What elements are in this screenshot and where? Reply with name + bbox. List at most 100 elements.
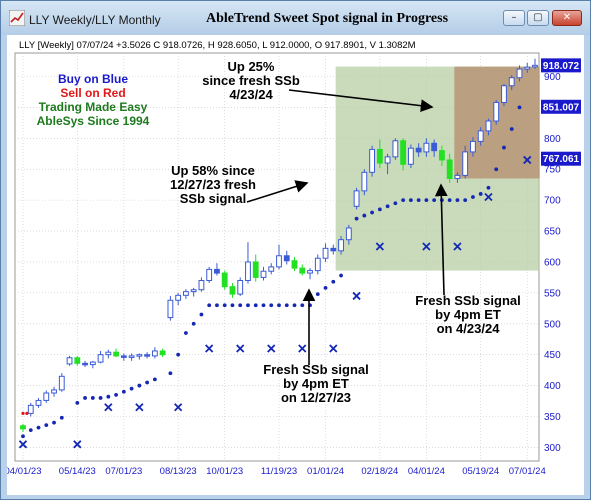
stop-dot bbox=[486, 185, 491, 190]
candle-body bbox=[423, 142, 430, 153]
candle-body bbox=[43, 392, 50, 401]
cross-marker bbox=[329, 344, 338, 353]
stop-dot bbox=[455, 198, 460, 203]
stop-dot bbox=[137, 383, 142, 388]
price-labels: 918.072 851.007 767.061 bbox=[541, 58, 581, 166]
y-tick-label: 750 bbox=[544, 165, 561, 176]
candle-body bbox=[66, 357, 73, 365]
candle-body bbox=[307, 270, 313, 274]
candle-body bbox=[58, 375, 65, 391]
stop-dot bbox=[432, 198, 437, 203]
stop-dot bbox=[323, 286, 328, 290]
trailing-stop-dots bbox=[21, 105, 522, 439]
candle-body bbox=[113, 351, 119, 357]
candle-body bbox=[345, 227, 352, 241]
candle-body bbox=[338, 239, 344, 252]
candle-body bbox=[20, 425, 26, 430]
y-tick-label: 500 bbox=[544, 319, 561, 330]
stop-dot bbox=[184, 331, 188, 335]
candle-body bbox=[151, 350, 158, 357]
candle-body bbox=[167, 299, 174, 319]
y-tick-label: 800 bbox=[544, 134, 561, 145]
svg-text:4/23/24: 4/23/24 bbox=[229, 87, 273, 102]
price-chart: 300350400450500550600650700750800850900 … bbox=[5, 35, 584, 495]
candle-body bbox=[400, 140, 407, 165]
cross-marker bbox=[205, 344, 214, 353]
cross-marker bbox=[453, 242, 462, 251]
window-tab-title: LLY Weekly/LLY Monthly bbox=[29, 13, 161, 27]
stop-dot bbox=[463, 198, 468, 203]
legend-buy: Buy on Blue bbox=[58, 72, 128, 86]
cross-marker bbox=[484, 192, 493, 202]
legend-since: AbleSys Since 1994 bbox=[37, 114, 150, 128]
cross-marker bbox=[375, 242, 384, 251]
arrow-fresh-apr bbox=[434, 183, 448, 296]
candle-body bbox=[415, 147, 422, 153]
candle-body bbox=[221, 272, 228, 288]
price-label-text: 918.072 bbox=[543, 61, 580, 72]
cross-marker bbox=[73, 440, 82, 449]
candle-body bbox=[237, 279, 244, 295]
stop-dot bbox=[478, 192, 483, 196]
candle-body bbox=[353, 190, 360, 207]
y-tick-label: 650 bbox=[544, 227, 561, 238]
candle-body bbox=[516, 68, 523, 79]
candle-body bbox=[454, 174, 461, 179]
stop-dot bbox=[246, 303, 250, 308]
arrow-up25 bbox=[288, 89, 434, 113]
svg-text:Fresh SSb signal: Fresh SSb signal bbox=[415, 293, 520, 308]
maximize-button[interactable]: ▢ bbox=[527, 10, 549, 26]
candle-body bbox=[439, 150, 445, 161]
candle-body bbox=[97, 354, 104, 363]
price-label-text: 851.007 bbox=[543, 102, 580, 113]
candle-body bbox=[283, 255, 290, 262]
stop-dot bbox=[230, 303, 235, 308]
candle-body bbox=[144, 354, 151, 357]
x-tick-label: 11/19/23 bbox=[261, 466, 297, 477]
candle-body bbox=[183, 291, 189, 296]
stop-dot bbox=[59, 415, 64, 420]
stop-dot bbox=[401, 198, 406, 203]
stop-dot bbox=[152, 377, 157, 382]
candles bbox=[20, 58, 538, 432]
close-button[interactable]: ✕ bbox=[552, 10, 582, 26]
svg-text:by 4pm ET: by 4pm ET bbox=[283, 376, 349, 391]
minimize-button[interactable]: – bbox=[503, 10, 525, 26]
candle-body bbox=[229, 286, 236, 295]
stop-dot bbox=[238, 303, 243, 308]
candle-body bbox=[128, 355, 135, 358]
svg-text:Up 58% since: Up 58% since bbox=[171, 163, 255, 178]
candle-body bbox=[446, 159, 453, 179]
svg-text:on 12/27/23: on 12/27/23 bbox=[281, 390, 351, 405]
y-tick-label: 300 bbox=[544, 443, 561, 454]
cross-markers bbox=[18, 155, 532, 449]
candle-body bbox=[245, 261, 251, 281]
stop-dot bbox=[199, 312, 204, 317]
stop-dot bbox=[129, 386, 134, 391]
stop-dot bbox=[315, 292, 320, 296]
candle-body bbox=[462, 151, 469, 176]
sell-dot bbox=[21, 411, 25, 415]
candle-body bbox=[190, 289, 197, 293]
cross-marker bbox=[422, 242, 431, 251]
stop-dot bbox=[215, 303, 219, 308]
stop-dot bbox=[509, 127, 514, 131]
candle-body bbox=[136, 354, 143, 357]
stop-dot bbox=[269, 303, 274, 308]
svg-text:SSb signal: SSb signal bbox=[180, 191, 246, 206]
stop-dot bbox=[424, 198, 429, 203]
candle-body bbox=[501, 85, 507, 103]
stop-dot bbox=[145, 380, 150, 385]
stop-dot bbox=[385, 204, 390, 209]
stop-dot bbox=[52, 420, 56, 425]
svg-text:by 4pm ET: by 4pm ET bbox=[435, 307, 501, 322]
x-tick-label: 07/01/23 bbox=[105, 466, 142, 477]
price-label-text: 767.061 bbox=[543, 154, 580, 165]
y-tick-label: 700 bbox=[544, 196, 561, 207]
annotation-up58: Up 58% since 12/27/23 fresh SSb signal bbox=[170, 163, 256, 206]
candle-body bbox=[384, 156, 391, 164]
candle-body bbox=[268, 266, 275, 272]
candle-body bbox=[314, 257, 321, 272]
x-tick-label: 05/19/24 bbox=[462, 466, 499, 477]
stop-dot bbox=[44, 423, 49, 428]
